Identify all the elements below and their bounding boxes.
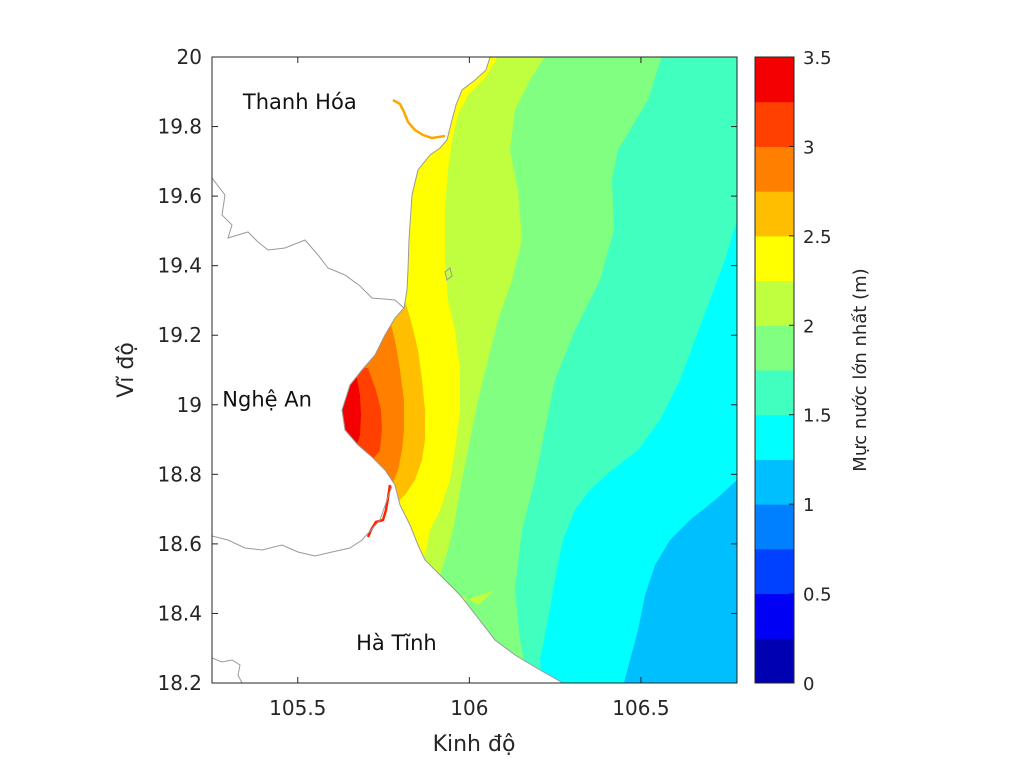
colorbar-swatch xyxy=(755,593,794,639)
x-tick-label: 105.5 xyxy=(269,696,326,720)
colorbar-swatch xyxy=(755,638,794,684)
colorbar-ticks: 0 0.5 1 1.5 2 2.5 3 3.5 xyxy=(789,48,832,695)
y-tick-label: 18.6 xyxy=(157,532,202,556)
boundaries xyxy=(212,57,564,683)
plot-area xyxy=(211,56,738,684)
coastline xyxy=(341,57,564,683)
colorbar-swatch xyxy=(755,280,794,326)
place-labels: Thanh Hóa Nghệ An Hà Tĩnh xyxy=(222,90,436,655)
x-tick-label: 106 xyxy=(450,696,488,720)
y-tick-label: 18.8 xyxy=(157,462,202,486)
colorbar-frame xyxy=(754,56,795,684)
colorbar-title: Mực nước lớn nhất (m) xyxy=(850,268,871,471)
y-tick-label: 18.2 xyxy=(157,671,202,695)
y-tick-label: 20 xyxy=(177,45,202,69)
colorbar-swatch xyxy=(755,235,794,282)
place-label: Thanh Hóa xyxy=(242,90,357,114)
colorbar: 0 0.5 1 1.5 2 2.5 3 3.5 Mực nước lớn nhất (m) xyxy=(754,48,871,695)
y-tick-label: 19.4 xyxy=(157,254,202,278)
island-outline xyxy=(444,267,453,281)
colorbar-swatch xyxy=(755,146,794,192)
x-axis: 105.5 106 106.5 xyxy=(269,57,670,720)
x-tick-label: 106.5 xyxy=(612,696,669,720)
place-label: Hà Tĩnh xyxy=(356,631,437,655)
border-thanh-hoa-nghe-an xyxy=(212,177,405,309)
colorbar-tick-label: 3 xyxy=(803,137,814,158)
colorbar-swatch xyxy=(755,414,794,460)
colorbar-tick-label: 3.5 xyxy=(803,48,832,69)
colorbar-swatch xyxy=(755,459,794,505)
band-0.75-1 xyxy=(622,470,737,683)
y-tick-label: 18.4 xyxy=(157,601,202,625)
y-axis: 18.2 18.4 18.6 18.8 19 19.2 19.4 19.6 19.8 20 xyxy=(157,45,737,695)
place-label: Nghệ An xyxy=(222,388,312,412)
colorbar-tick-label: 2.5 xyxy=(803,227,832,248)
colorbar-swatch xyxy=(755,370,794,416)
contour-bands xyxy=(342,57,737,683)
colorbar-swatch xyxy=(755,325,794,371)
colorbar-swatch xyxy=(755,101,794,147)
border-nghe-an-ha-tinh xyxy=(212,485,393,557)
colorbar-tick-label: 0.5 xyxy=(803,585,832,606)
colorbar-tick-label: 1.5 xyxy=(803,406,832,427)
y-axis-title: Vĩ độ xyxy=(114,342,139,398)
y-tick-label: 19.2 xyxy=(157,323,202,347)
river-thanh-hoa xyxy=(392,98,446,140)
border-ha-tinh-west xyxy=(212,657,243,683)
x-axis-title: Kinh độ xyxy=(433,732,516,757)
colorbar-swatch xyxy=(755,191,794,237)
plot-frame xyxy=(211,56,738,684)
y-tick-label: 19.6 xyxy=(157,184,202,208)
y-tick-label: 19.8 xyxy=(157,115,202,139)
y-tick-label: 19 xyxy=(177,393,202,417)
colorbar-tick-label: 1 xyxy=(803,495,814,516)
colorbar-tick-label: 0 xyxy=(803,674,814,695)
colorbar-swatches xyxy=(755,57,794,684)
colorbar-swatch xyxy=(755,504,794,550)
colorbar-tick-label: 2 xyxy=(803,316,814,337)
colorbar-swatch xyxy=(755,57,794,103)
colorbar-swatch xyxy=(755,548,794,595)
